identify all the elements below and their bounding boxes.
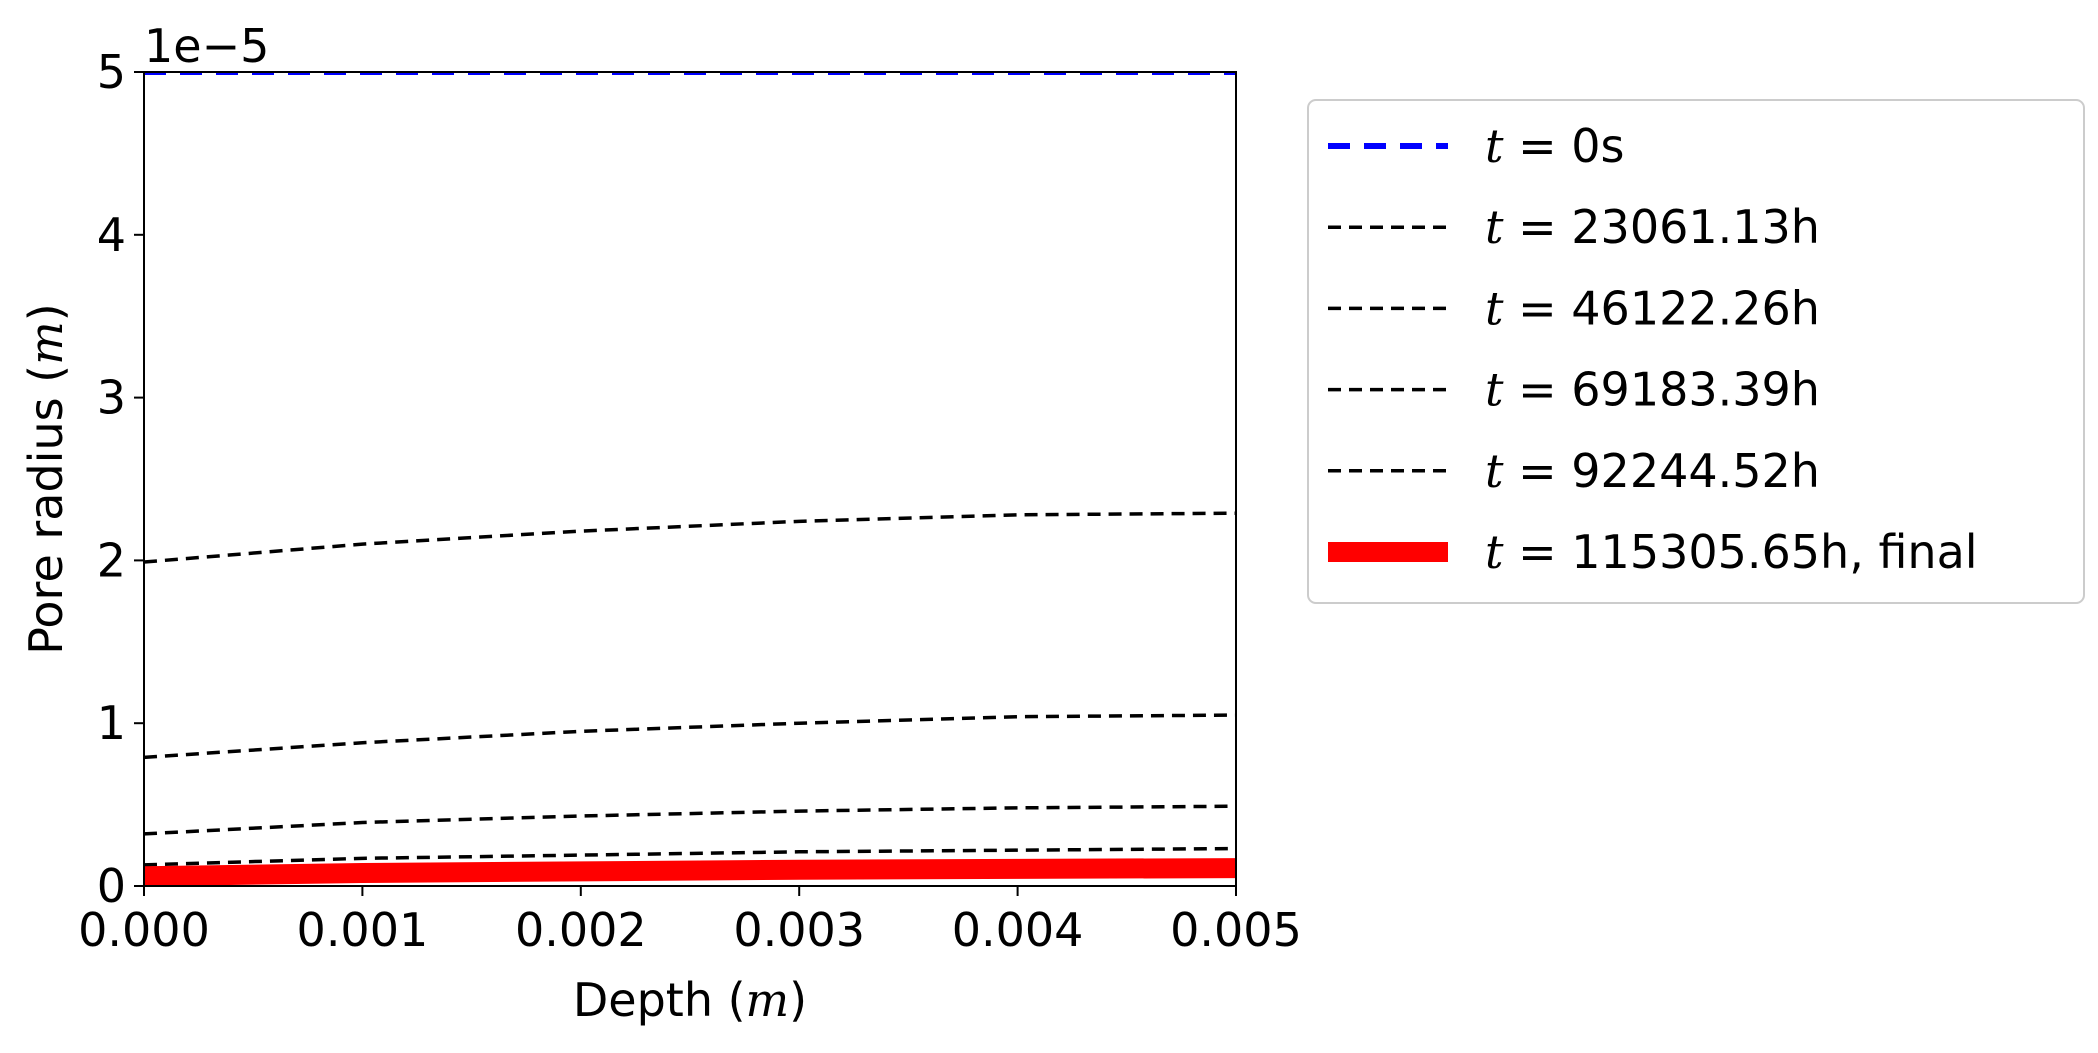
x-axis-title: Depth (m) [573,973,807,1027]
legend-label-6: t = 115305.65h, final [1485,525,1978,579]
plot-frame [143,71,1237,887]
legend-items: t = 0s t = 23061.13h t = 46122.26h t = 6918… [1328,119,1978,579]
series-line-2 [144,511,1236,564]
series-line-3 [144,713,1236,760]
x-tick-label: 0.001 [297,903,429,957]
x-tick-label: 0.005 [1170,903,1302,957]
y-axis: 0 1 2 3 4 5 [97,45,144,913]
legend: t = 0s t = 23061.13h t = 46122.26h t = 6918… [1307,99,2085,604]
legend-frame [1307,99,2085,604]
legend-label-5: t = 92244.52h [1485,444,1820,498]
x-tick-label: 0.002 [515,903,647,957]
legend-label-1: t = 0s [1485,119,1625,173]
y-tick-label: 4 [97,208,126,262]
y-tick-label: 2 [97,533,126,587]
y-axis-title: Pore radius (m) [19,303,73,654]
series-line-6 [144,858,1236,886]
x-axis: 0.000 0.001 0.002 0.003 0.004 0.005 [78,886,1302,957]
x-tick-label: 0.003 [733,903,865,957]
x-tick-label: 0.000 [78,903,210,957]
y-tick-label: 1 [97,696,126,750]
legend-label-3: t = 46122.26h [1485,281,1820,335]
series-layer [144,72,1236,886]
y-tick-label: 3 [97,371,126,425]
series-line-4 [144,804,1236,836]
y-offset-label: 1e−5 [144,19,269,73]
x-tick-label: 0.004 [952,903,1084,957]
y-tick-label: 0 [97,859,126,913]
series-line-5 [144,846,1236,867]
legend-label-4: t = 69183.39h [1485,363,1820,417]
y-tick-label: 5 [97,45,126,99]
legend-label-2: t = 23061.13h [1485,200,1820,254]
